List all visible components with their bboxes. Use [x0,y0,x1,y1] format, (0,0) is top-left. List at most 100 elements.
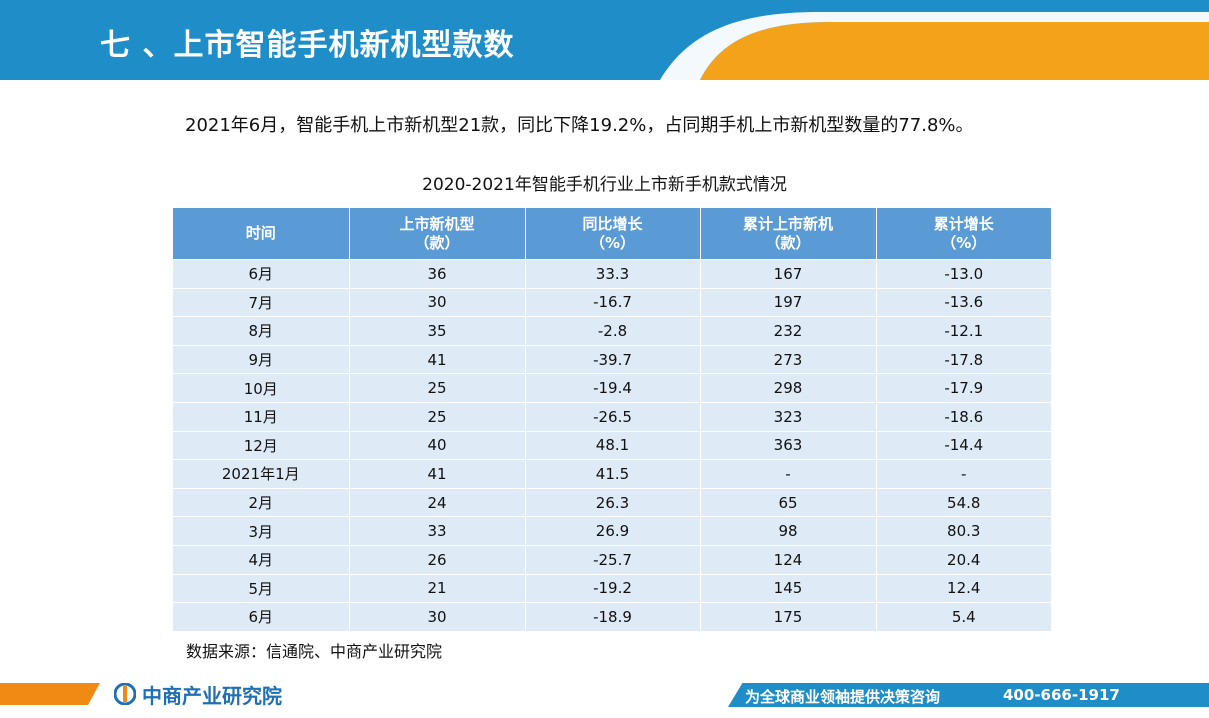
cell-yoy-growth: 26.9 [525,516,701,546]
header-cumulative-growth: 累计增长 （%） [876,208,1051,260]
cell-cumulative-models: 273 [700,345,877,375]
header-new-models-line2: （款） [414,233,460,252]
cell-new-models: 40 [349,431,526,461]
header-cumulative-models-line1: 累计上市新机 [742,214,833,233]
footer-logo: 中商产业研究院 [114,680,282,708]
header-new-models: 上市新机型 （款） [349,208,526,260]
cell-cumulative-growth: 80.3 [876,516,1051,546]
cell-time: 12月 [173,431,350,461]
header-cumulative-growth-line1: 累计增长 [933,214,994,233]
table-row: 6月 36 33.3 167 -13.0 [173,259,1051,289]
cell-cumulative-models: 65 [700,488,877,518]
table-body: 6月 36 33.3 167 -13.0 7月 30 -16.7 197 -13.6 8月 35 -2.… [173,259,1051,632]
cell-cumulative-growth: -12.1 [876,316,1051,346]
cell-yoy-growth: 41.5 [525,459,701,489]
cell-cumulative-growth: 12.4 [876,574,1051,604]
cell-yoy-growth: 33.3 [525,259,701,289]
page-title: 七 、上市智能手机新机型款数 [100,28,515,63]
cell-time: 2021年1月 [173,459,350,489]
source-note: 数据来源：信通院、中商产业研究院 [186,642,443,661]
footer-slogan: 为全球商业领袖提供决策咨询 [745,688,941,706]
cell-time: 5月 [173,574,350,604]
cell-yoy-growth: -16.7 [525,288,701,318]
table-row: 12月 40 48.1 363 -14.4 [173,431,1051,461]
cell-yoy-growth: -26.5 [525,402,701,432]
cell-new-models: 35 [349,316,526,346]
cell-time: 4月 [173,545,350,575]
cell-yoy-growth: -39.7 [525,345,701,375]
cell-cumulative-models: 98 [700,516,877,546]
table-row: 7月 30 -16.7 197 -13.6 [173,288,1051,318]
cell-cumulative-models: 197 [700,288,877,318]
cell-time: 7月 [173,288,350,318]
cell-cumulative-models: 232 [700,316,877,346]
header-yoy-growth: 同比增长 （%） [525,208,701,260]
cell-cumulative-growth: -14.4 [876,431,1051,461]
cell-cumulative-growth: 5.4 [876,602,1051,632]
cell-yoy-growth: -2.8 [525,316,701,346]
header-cumulative-models-line2: （款） [765,233,811,252]
header-time: 时间 [173,208,350,260]
header-yoy-growth-line1: 同比增长 [582,214,643,233]
cell-time: 8月 [173,316,350,346]
cell-cumulative-growth: -17.9 [876,373,1051,403]
cell-time: 2月 [173,488,350,518]
cell-cumulative-models: 363 [700,431,877,461]
table-row: 3月 33 26.9 98 80.3 [173,516,1051,546]
cell-yoy-growth: -19.4 [525,373,701,403]
company-logo-icon [114,683,136,705]
footer-blue-bar [728,683,1209,707]
cell-cumulative-models: 145 [700,574,877,604]
header-cumulative-growth-line2: （%） [941,233,987,252]
cell-cumulative-models: 124 [700,545,877,575]
header-banner: 七 、上市智能手机新机型款数 [0,0,1209,80]
header-new-models-line1: 上市新机型 [399,214,475,233]
cell-cumulative-growth: - [876,459,1051,489]
table-row: 2021年1月 41 41.5- - [173,459,1051,489]
cell-time: 9月 [173,345,350,375]
cell-new-models: 25 [349,373,526,403]
cell-new-models: 30 [349,602,526,632]
cell-cumulative-growth: -13.6 [876,288,1051,318]
table-header-row: 时间 上市新机型 （款） 同比增长 （%） 累计上市新机 （款） 累计增长 （%） [173,208,1051,260]
data-table: 时间 上市新机型 （款） 同比增长 （%） 累计上市新机 （款） 累计增长 （%） 6月… [173,208,1051,632]
cell-yoy-growth: 26.3 [525,488,701,518]
table-row: 4月 26 -25.7 124 20.4 [173,545,1051,575]
cell-yoy-growth: -19.2 [525,574,701,604]
cell-cumulative-growth: 20.4 [876,545,1051,575]
header-decoration [660,12,1209,80]
cell-new-models: 41 [349,345,526,375]
table-row: 11月 25 -26.5 323 -18.6 [173,402,1051,432]
footer-orange-bar [0,683,100,705]
header-time-line1: 时间 [245,224,276,242]
footer-company-name: 中商产业研究院 [142,683,282,708]
cell-yoy-growth: -18.9 [525,602,701,632]
cell-cumulative-models: 298 [700,373,877,403]
table-title: 2020-2021年智能手机行业上市新手机款式情况 [422,175,787,195]
cell-time: 6月 [173,259,350,289]
cell-new-models: 26 [349,545,526,575]
table-row: 6月 30 -18.9 175 5.4 [173,602,1051,632]
cell-time: 10月 [173,373,350,403]
table-row: 8月 35 -2.8 232 -12.1 [173,316,1051,346]
cell-cumulative-models: - [700,459,877,489]
summary-text: 2021年6月，智能手机上市新机型21款，同比下降19.2%，占同期手机上市新机… [185,115,974,136]
cell-new-models: 25 [349,402,526,432]
cell-cumulative-growth: -18.6 [876,402,1051,432]
cell-cumulative-growth: 54.8 [876,488,1051,518]
cell-cumulative-models: 175 [700,602,877,632]
header-yoy-growth-line2: （%） [589,233,636,252]
cell-time: 11月 [173,402,350,432]
cell-new-models: 36 [349,259,526,289]
cell-yoy-growth: -25.7 [525,545,701,575]
cell-new-models: 41 [349,459,526,489]
cell-new-models: 33 [349,516,526,546]
header-cumulative-models: 累计上市新机 （款） [700,208,877,260]
cell-cumulative-models: 167 [700,259,877,289]
footer-phone: 400-666-1917 [1003,686,1120,704]
cell-new-models: 24 [349,488,526,518]
cell-new-models: 21 [349,574,526,604]
cell-cumulative-growth: -13.0 [876,259,1051,289]
cell-cumulative-models: 323 [700,402,877,432]
cell-cumulative-growth: -17.8 [876,345,1051,375]
